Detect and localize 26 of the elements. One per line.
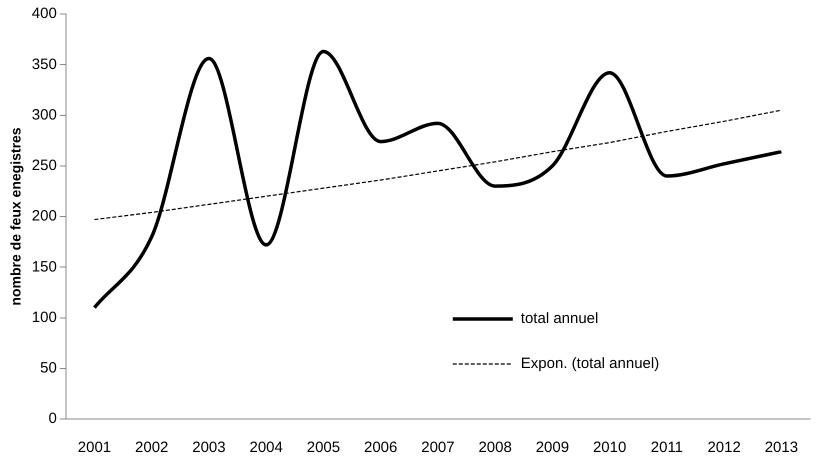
x-tick-label: 2009 [536, 439, 570, 456]
x-tick-label: 2013 [764, 439, 798, 456]
y-tick-label: 350 [32, 56, 57, 73]
x-tick-label: 2002 [135, 439, 168, 456]
y-tick-label: 100 [32, 308, 57, 326]
y-tick-label: 300 [32, 106, 57, 124]
x-tick-label: 2006 [364, 439, 398, 456]
x-tick-label: 2008 [478, 439, 512, 456]
y-tick-label: 150 [32, 258, 57, 276]
x-tick-label: 2010 [592, 439, 626, 456]
x-tick-label: 2004 [249, 439, 283, 456]
x-tick-label: 2005 [306, 439, 340, 456]
x-tick-label: 2012 [707, 439, 741, 456]
x-tick-label: 2007 [421, 439, 455, 456]
y-tick-label: 250 [32, 157, 57, 174]
legend-label: total annuel [520, 310, 598, 328]
line-series [92, 50, 784, 310]
y-axis-title: nombre de feux enegistres [7, 127, 24, 306]
x-tick-label: 2011 [650, 439, 684, 456]
x-tick-label: 2001 [78, 439, 112, 456]
y-tick-label: 200 [32, 208, 57, 225]
legend-label: Expon. (total annuel) [520, 355, 660, 372]
y-tick-label: 50 [40, 360, 57, 377]
y-tick-label: 400 [32, 5, 57, 22]
y-tick-label: 0 [48, 410, 57, 428]
x-tick-label: 2003 [192, 439, 226, 456]
